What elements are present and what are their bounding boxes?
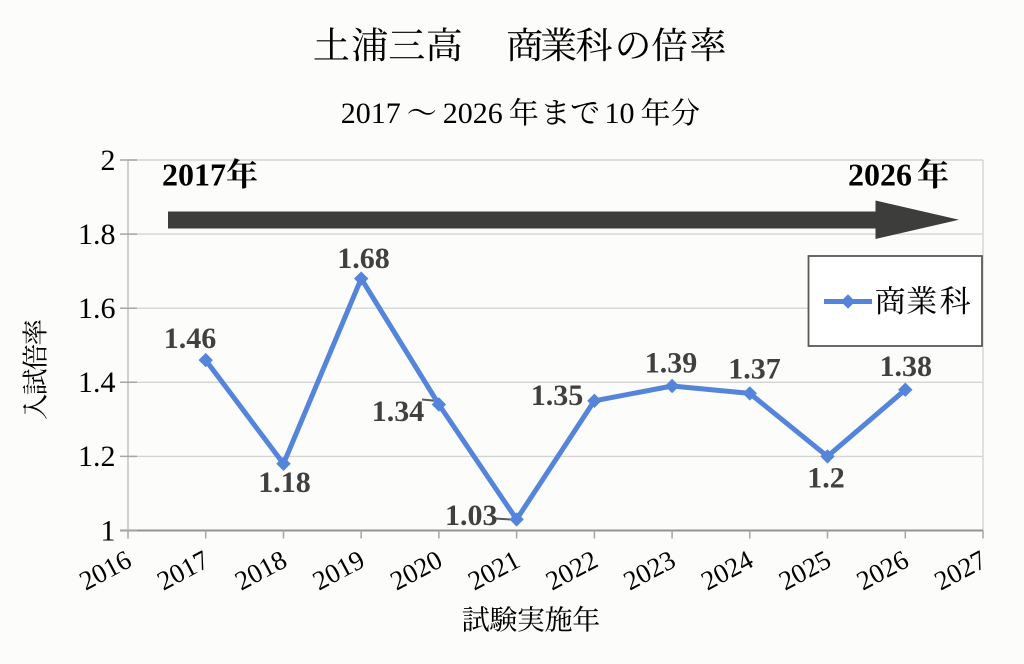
svg-text:1.38: 1.38 — [879, 350, 932, 383]
svg-text:1.2: 1.2 — [807, 461, 845, 494]
svg-text:2026: 2026 — [848, 157, 912, 193]
svg-text:2017: 2017 — [341, 97, 401, 130]
svg-text:1.39: 1.39 — [645, 346, 698, 379]
svg-text:1.2: 1.2 — [78, 440, 116, 473]
svg-text:10: 10 — [605, 97, 635, 130]
svg-text:1.6: 1.6 — [78, 292, 116, 325]
svg-text:1.34: 1.34 — [372, 395, 425, 428]
svg-text:2017: 2017 — [162, 157, 226, 193]
svg-text:1.37: 1.37 — [728, 352, 781, 385]
svg-text:1.4: 1.4 — [78, 366, 116, 399]
svg-text:1.35: 1.35 — [531, 379, 584, 412]
svg-text:2: 2 — [101, 144, 116, 177]
svg-text:1.18: 1.18 — [258, 466, 311, 499]
svg-text:1: 1 — [101, 514, 116, 547]
svg-text:1.46: 1.46 — [164, 322, 217, 355]
svg-text:2026: 2026 — [443, 97, 503, 130]
svg-text:1.68: 1.68 — [337, 242, 390, 275]
svg-text:1.03: 1.03 — [445, 499, 498, 532]
svg-text:1.8: 1.8 — [78, 218, 116, 251]
